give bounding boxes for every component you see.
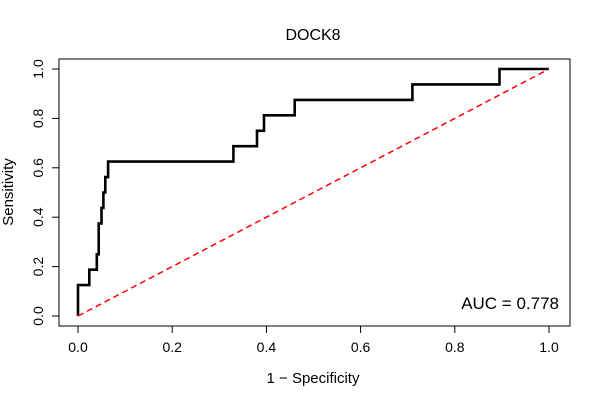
x-axis-label: 1 − Specificity xyxy=(267,370,360,387)
y-axis: 0.0 0.2 0.4 0.6 0.8 1.0 xyxy=(30,59,60,326)
y-tick-label: 0.2 xyxy=(30,257,46,277)
y-tick-label: 1.0 xyxy=(30,59,46,79)
x-tick-label: 0.0 xyxy=(68,339,88,355)
y-tick-label: 0.8 xyxy=(30,108,46,128)
x-tick-label: 1.0 xyxy=(539,339,559,355)
x-tick-label: 0.6 xyxy=(351,339,371,355)
series-layer xyxy=(76,67,550,317)
x-tick-label: 0.2 xyxy=(162,339,182,355)
y-tick-label: 0.4 xyxy=(30,207,46,227)
y-tick-label: 0.0 xyxy=(30,306,46,326)
x-tick-label: 0.4 xyxy=(257,339,277,355)
auc-annotation: AUC = 0.778 xyxy=(461,294,559,313)
series-chance-line xyxy=(77,68,550,317)
y-axis-label: Sensitivity xyxy=(0,158,17,226)
x-axis: 0.0 0.2 0.4 0.6 0.8 1.0 xyxy=(68,325,559,355)
y-tick-label: 0.6 xyxy=(30,158,46,178)
series-roc-line xyxy=(76,67,549,316)
x-tick-label: 0.8 xyxy=(445,339,465,355)
chart-title: DOCK8 xyxy=(285,27,340,44)
